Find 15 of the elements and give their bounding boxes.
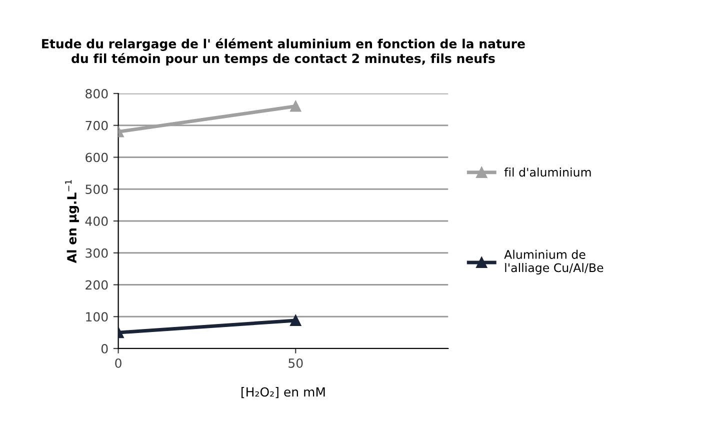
legend-label: fil d'aluminium: [504, 168, 591, 177]
y-tick-label: 600: [86, 152, 108, 162]
y-tick-label: 400: [85, 216, 108, 226]
x-tick-label: 50: [288, 358, 303, 368]
y-tick-label: 100: [86, 312, 108, 322]
legend-label: Aluminium de l'alliage Cu/Al/Be: [504, 250, 604, 274]
x-axis-title: [H₂O₂] en mM: [242, 386, 325, 398]
y-tick-label: 700: [86, 120, 108, 130]
y-tick-label: 800: [86, 88, 108, 98]
y-tick-label: 500: [86, 184, 108, 194]
y-axis-title: Al en µg.L$^{−1}$: [65, 180, 80, 264]
y-tick-label: 300: [86, 248, 108, 258]
chart-title: Etude du relargage de l' élément aluminium en fonction de la nature du fil témoin pour un temps de contact 2 minutes, fils neufs: [42, 38, 525, 66]
y-tick-label: 0: [101, 344, 108, 354]
y-tick-label: 200: [86, 280, 108, 290]
